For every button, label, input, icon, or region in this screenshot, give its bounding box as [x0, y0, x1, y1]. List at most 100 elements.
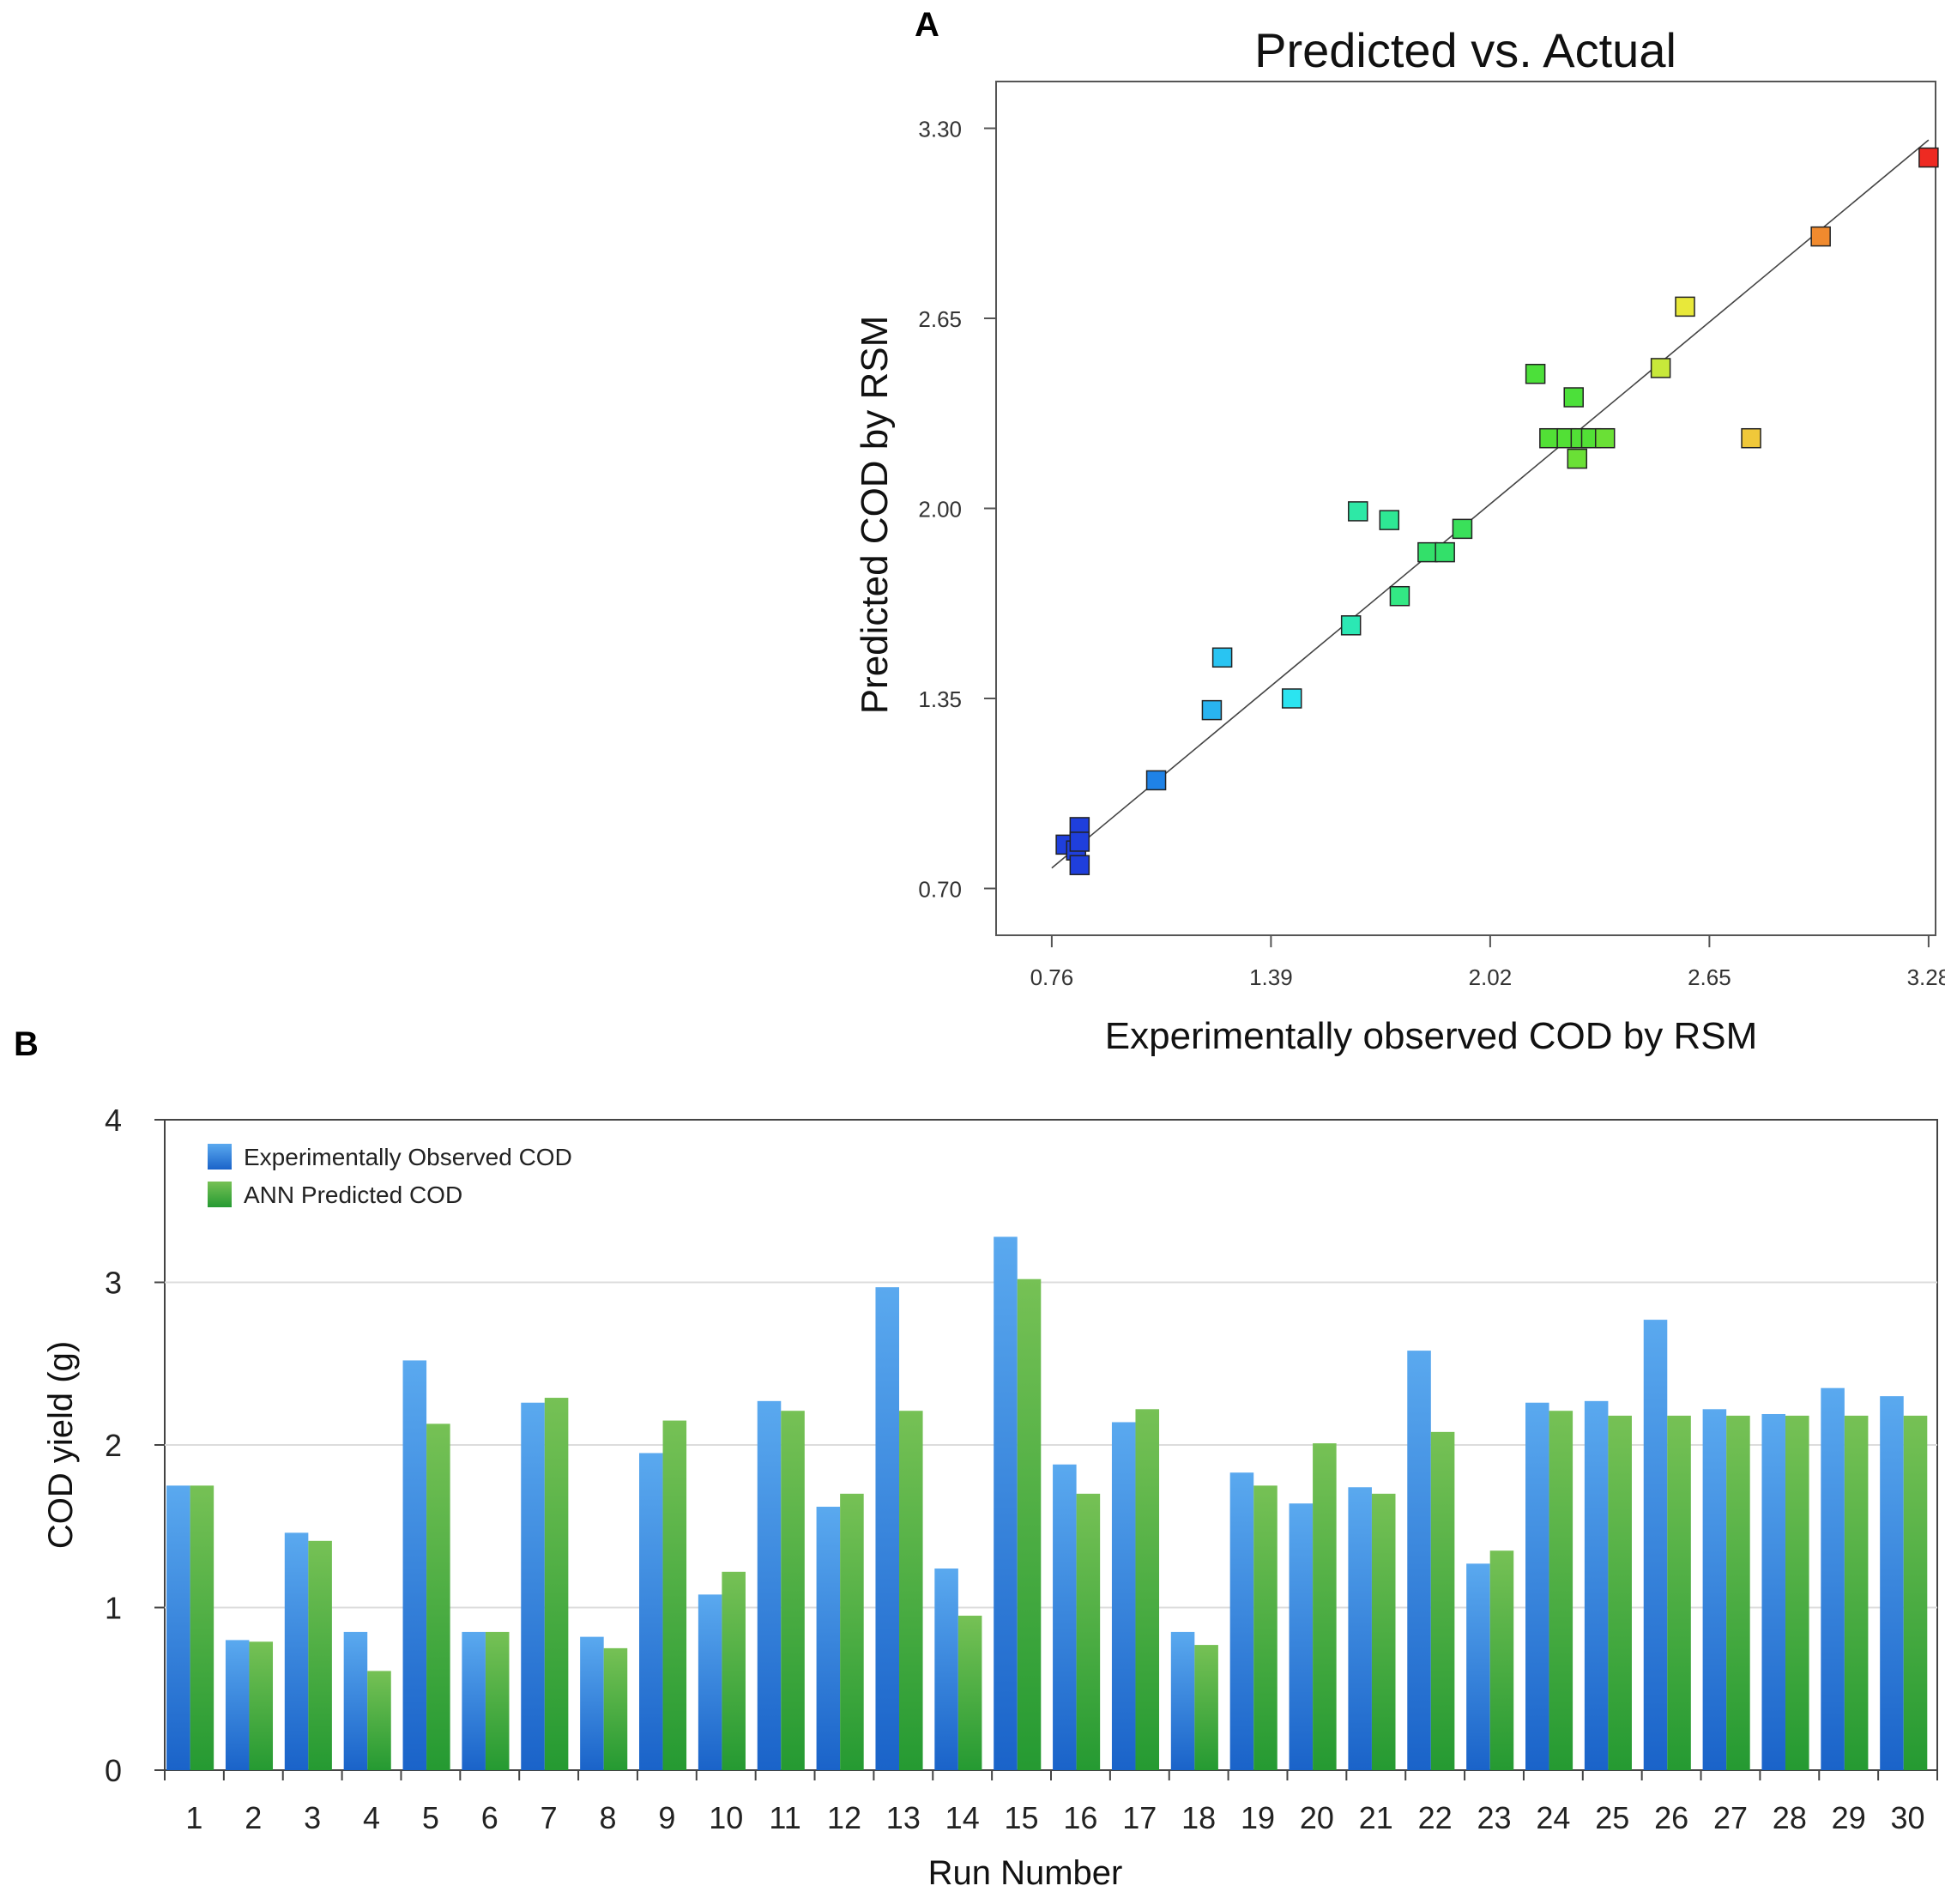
bar-observed	[1880, 1396, 1904, 1770]
bar-predicted	[1253, 1485, 1278, 1770]
scatter-y-tick-label: 2.65	[918, 306, 962, 332]
bar-x-tick-label: 15	[1005, 1800, 1039, 1835]
bar-x-tick-label: 7	[541, 1800, 558, 1835]
bar-x-tick-label: 17	[1122, 1800, 1157, 1835]
bar-observed	[521, 1402, 545, 1770]
bar-predicted	[544, 1398, 569, 1770]
bar-predicted	[662, 1420, 687, 1770]
scatter-point	[1810, 226, 1831, 247]
scatter-point	[1379, 510, 1400, 530]
bar-predicted	[1844, 1415, 1869, 1770]
bar-observed	[934, 1569, 958, 1770]
bar-x-tick-label: 5	[422, 1800, 439, 1835]
scatter-x-tick-label: 2.02	[1469, 964, 1513, 990]
bar-x-tick-label: 22	[1418, 1800, 1453, 1835]
bar-observed	[284, 1532, 309, 1770]
legend-label-predicted: ANN Predicted COD	[244, 1182, 462, 1208]
bar-observed	[1525, 1402, 1549, 1770]
scatter-x-axis: 0.76 1.39 2.02 2.65 3.28	[1030, 935, 1945, 990]
bar-x-tick-label: 24	[1536, 1800, 1570, 1835]
scatter-point	[1567, 448, 1588, 469]
scatter-point	[1348, 501, 1368, 522]
scatter-y-tick-label: 3.30	[918, 117, 962, 142]
bar-predicted	[1194, 1645, 1218, 1770]
bar-predicted	[840, 1493, 864, 1770]
bar-y-axis-label: COD yield (g)	[42, 1341, 80, 1549]
scatter-point	[1525, 364, 1546, 384]
scatter-point	[1650, 358, 1671, 378]
bar-predicted	[485, 1631, 510, 1770]
scatter-y-axis-label: Predicted COD by RSM	[854, 316, 896, 715]
bar-predicted	[1726, 1415, 1750, 1770]
fit-line	[1051, 139, 1930, 869]
scatter-y-tick-label: 2.00	[918, 497, 962, 523]
bar-predicted	[426, 1423, 450, 1770]
bar-observed	[225, 1640, 250, 1770]
bar-predicted	[367, 1671, 391, 1770]
bar-x-tick-label: 16	[1063, 1800, 1097, 1835]
bar-observed	[816, 1507, 841, 1770]
bar-y-tick-label: 3	[105, 1266, 122, 1301]
bar-predicted	[1313, 1443, 1337, 1770]
scatter-point	[1594, 427, 1616, 449]
bar-observed	[1229, 1472, 1254, 1770]
bar-predicted	[1371, 1493, 1396, 1770]
bar-predicted	[722, 1571, 746, 1770]
bar-x-tick-label: 4	[363, 1800, 380, 1835]
bar-x-tick-label: 6	[481, 1800, 498, 1835]
bar-x-axis: 1 2 3 4 5 6 7 8 9 10 11 12 13 14 15 16 17 18 19 20 21 22 23 24 2…	[164, 1770, 1938, 1835]
panel-a: A Predicted vs. Actual 0.70 1.35 2.00 2.65 3…	[854, 6, 1945, 1057]
bar-x-tick-label: 30	[1891, 1800, 1925, 1835]
scatter-point	[1069, 831, 1090, 852]
bar-x-tick-label: 3	[304, 1800, 321, 1835]
bar-observed	[1111, 1422, 1136, 1770]
scatter-point	[1918, 147, 1939, 168]
bar-observed	[1170, 1631, 1195, 1770]
bar-predicted	[1667, 1415, 1691, 1770]
bar-observed	[698, 1594, 722, 1770]
legend-swatch-observed	[208, 1144, 232, 1170]
legend-label-observed: Experimentally Observed COD	[244, 1144, 572, 1170]
bar-y-tick-label: 2	[105, 1428, 122, 1463]
scatter-y-axis: 0.70 1.35 2.00 2.65 3.30	[918, 117, 996, 902]
bar-observed	[1289, 1503, 1314, 1770]
bar-observed	[1348, 1487, 1372, 1770]
bar-x-tick-label: 11	[769, 1800, 800, 1835]
bar-x-tick-label: 13	[886, 1800, 921, 1835]
scatter-point	[1145, 770, 1167, 791]
scatter-point	[1417, 541, 1438, 563]
bar-predicted	[1785, 1415, 1809, 1770]
panel-b-label: B	[14, 1025, 39, 1063]
bar-observed	[580, 1636, 604, 1770]
bar-y-tick-label: 0	[105, 1753, 122, 1788]
scatter-point	[1201, 699, 1223, 721]
bar-observed	[994, 1236, 1018, 1770]
bar-x-tick-label: 28	[1773, 1800, 1807, 1835]
bar-y-axis: 0 1 2 3 4	[105, 1103, 165, 1788]
bar-observed	[638, 1453, 663, 1770]
bar-x-tick-label: 27	[1713, 1800, 1748, 1835]
scatter-points	[1055, 147, 1939, 875]
scatter-x-tick-label: 1.39	[1249, 964, 1293, 990]
bar-predicted	[957, 1615, 982, 1770]
bar-x-tick-label: 29	[1832, 1800, 1866, 1835]
legend-swatch-predicted	[208, 1182, 232, 1207]
bar-observed	[757, 1400, 782, 1770]
scatter-point	[1741, 427, 1761, 449]
bar-observed	[1821, 1387, 1845, 1770]
bar-x-tick-label: 9	[658, 1800, 675, 1835]
bar-x-axis-label: Run Number	[928, 1854, 1123, 1892]
bar-x-tick-label: 10	[709, 1800, 743, 1835]
bar-x-tick-label: 2	[245, 1800, 262, 1835]
bar-predicted	[308, 1540, 332, 1770]
scatter-title: Predicted vs. Actual	[1254, 23, 1676, 77]
bar-observed	[1053, 1464, 1077, 1770]
scatter-point	[1452, 518, 1473, 540]
scatter-point	[1539, 427, 1560, 449]
bar-observed	[875, 1287, 900, 1770]
bar-predicted	[1903, 1415, 1928, 1770]
bar-observed	[462, 1631, 486, 1770]
scatter-point	[1675, 296, 1695, 317]
